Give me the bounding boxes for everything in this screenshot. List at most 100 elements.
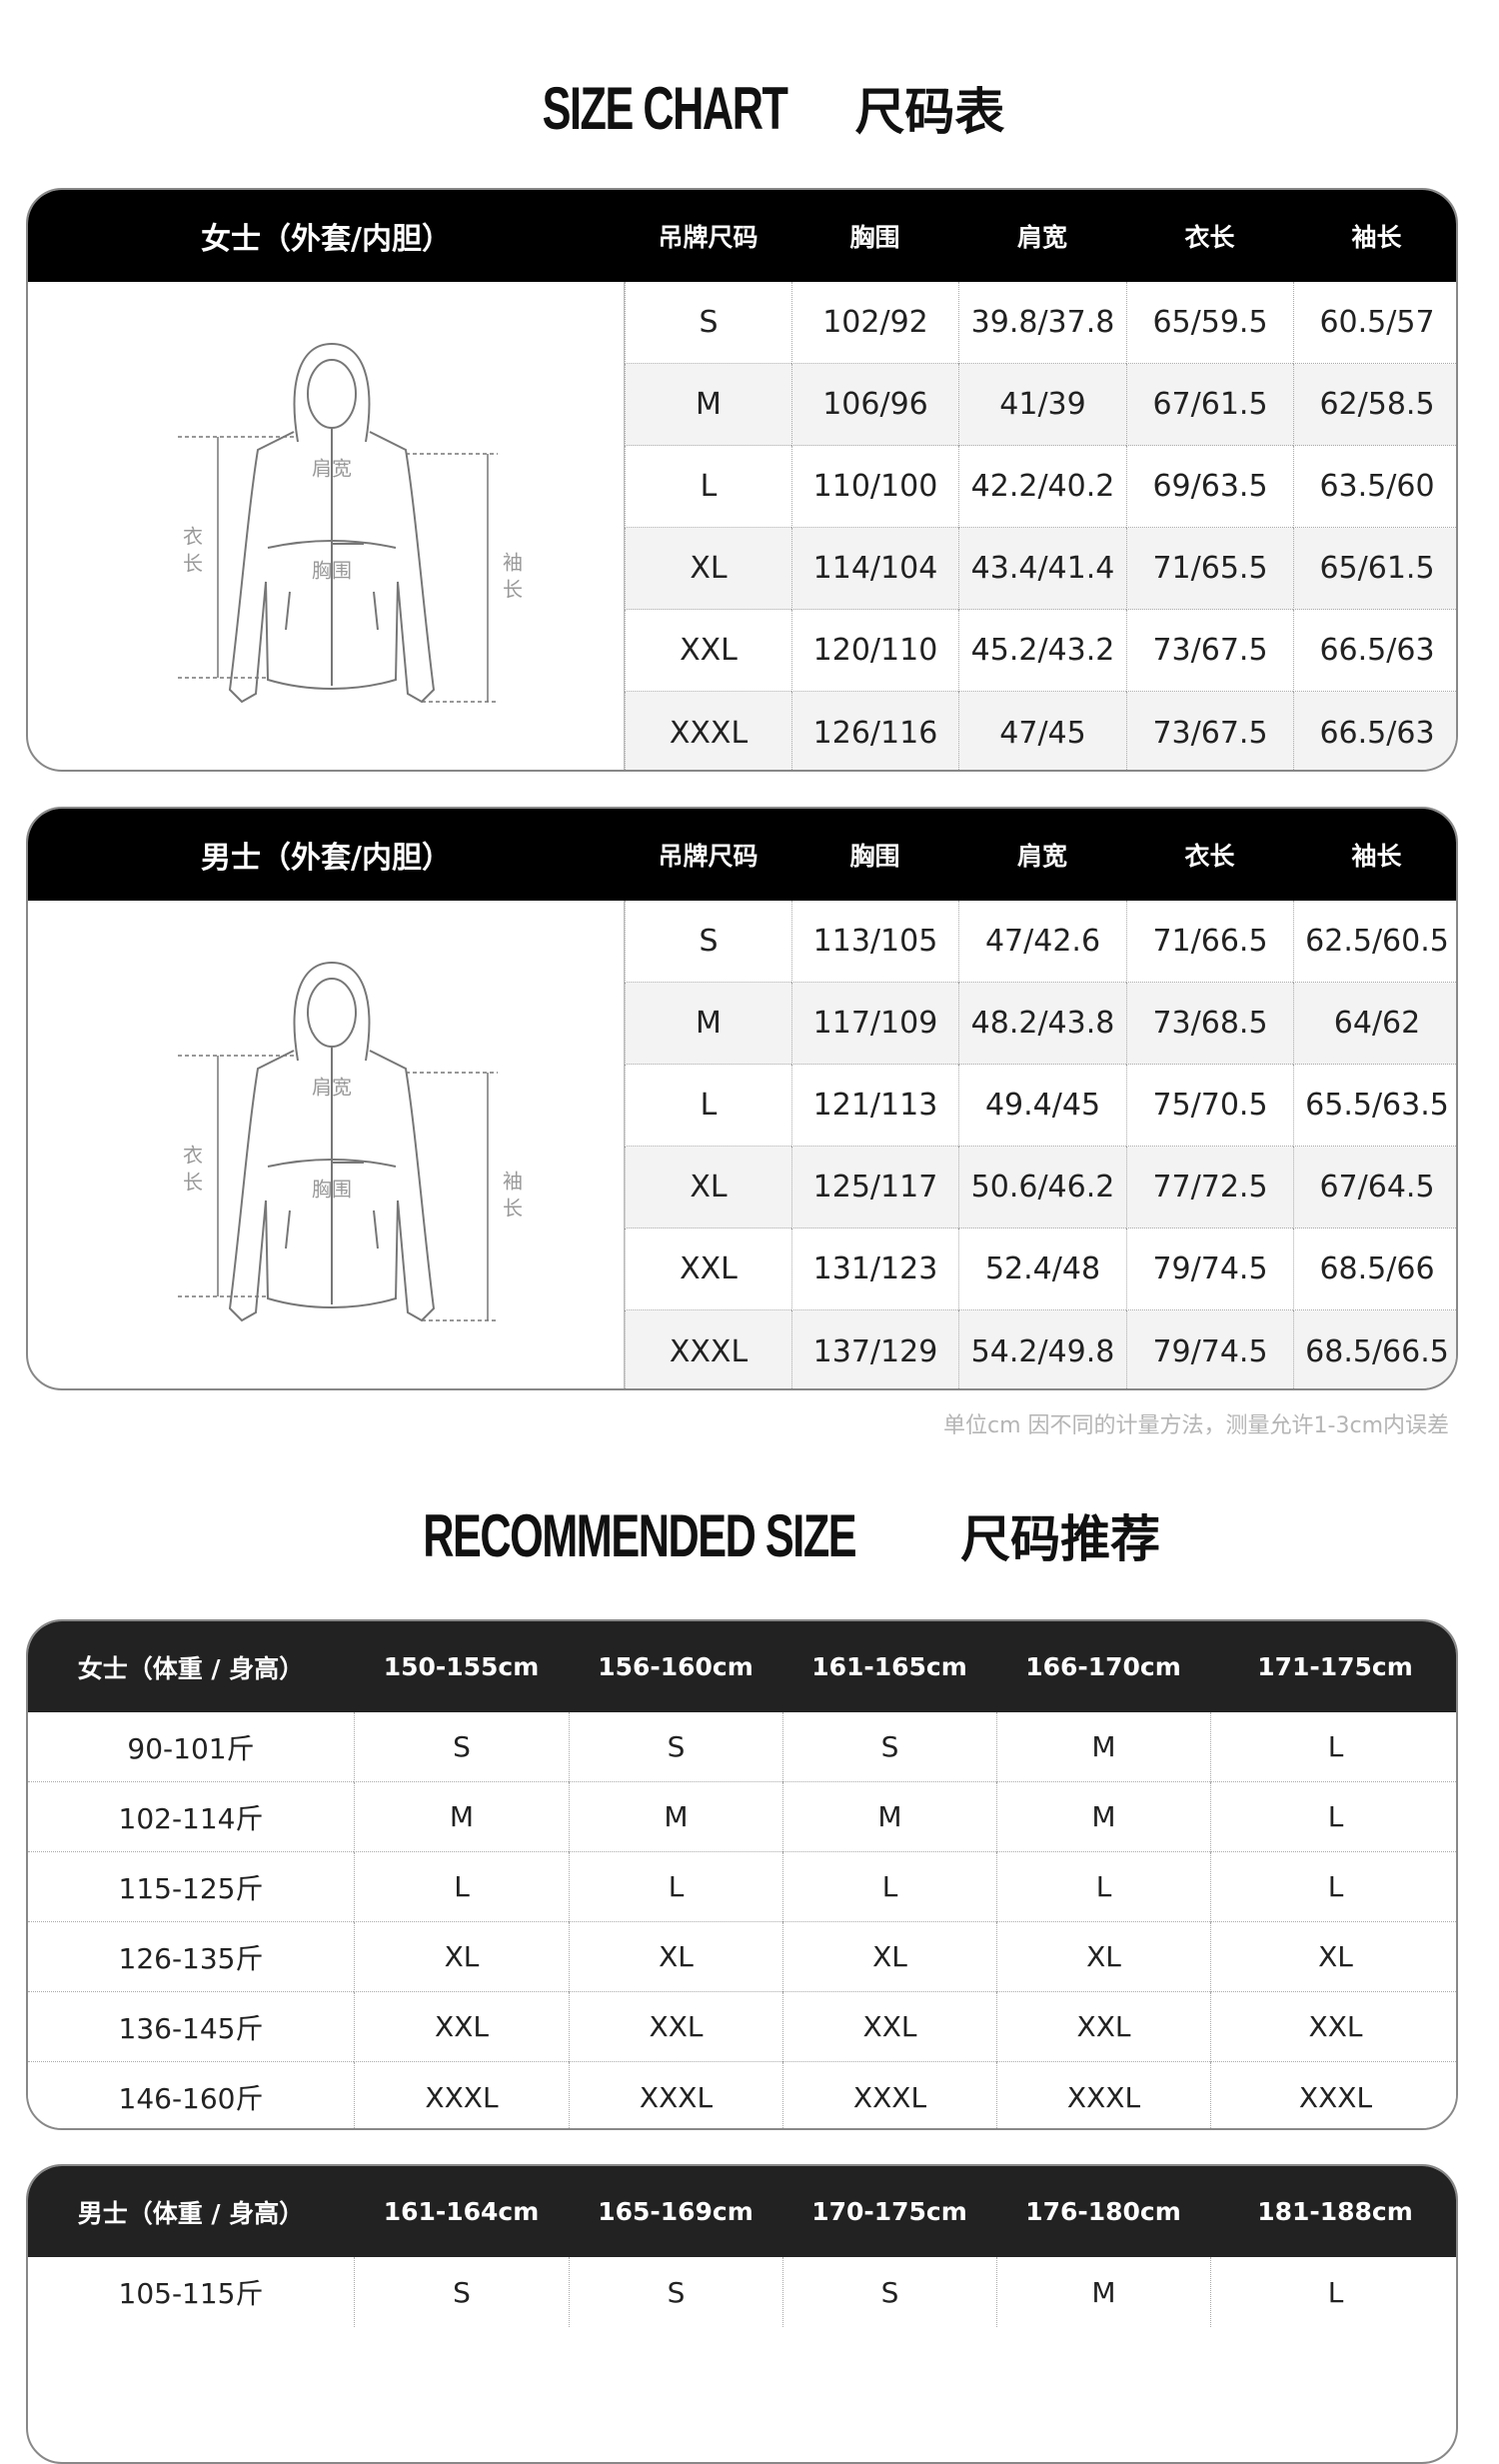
table-cell: XXXL: [782, 2062, 996, 2128]
table-cell: M: [996, 1782, 1210, 1852]
table-cell: 54.2/49.8: [958, 1310, 1126, 1388]
table-cell: XXXL: [625, 692, 791, 770]
table-cell: XXL: [1210, 1992, 1456, 2062]
table-cell: 90-101斤: [28, 1712, 354, 1782]
table-cell: L: [996, 1852, 1210, 1922]
table-cell: XXXL: [996, 2062, 1210, 2128]
header-cell: 161-164cm: [383, 2197, 540, 2226]
header-cell: 吊牌尺码: [658, 223, 758, 252]
table-cell: XXL: [354, 1992, 569, 2062]
table-cell: 52.4/48: [958, 1229, 1126, 1310]
table-cell: 65/59.5: [1126, 282, 1293, 364]
table-cell: 69/63.5: [1126, 446, 1293, 528]
header-cell: 女士（体重 / 身高）: [77, 1653, 305, 1683]
header-cell: 男士（体重 / 身高）: [77, 2198, 305, 2228]
table-cell: 126/116: [791, 692, 958, 770]
table-cell: XXXL: [1210, 2062, 1456, 2128]
header-cell: 女士（外套/内胆）: [201, 222, 452, 257]
title-cn: 尺码表: [854, 83, 1005, 141]
table-cell: S: [782, 2257, 996, 2327]
chest-label: 胸围: [312, 559, 352, 583]
table-cell: S: [625, 901, 791, 983]
table-cell: 113/105: [791, 901, 958, 983]
diagram-cell: 肩宽 胸围衣长袖长: [28, 282, 625, 770]
table-cell: 114/104: [791, 528, 958, 610]
table-cell: 110/100: [791, 446, 958, 528]
table-cell: L: [1210, 1782, 1456, 1852]
jacket-outline: [228, 961, 436, 1322]
table-cell: 63.5/60: [1293, 446, 1456, 528]
table-cell: XL: [996, 1922, 1210, 1992]
table-cell: XXL: [625, 1229, 791, 1310]
shoulder-label: 肩宽: [312, 1076, 352, 1100]
table-cell: M: [354, 1782, 569, 1852]
table-cell: XL: [625, 528, 791, 610]
header-cell: 181-188cm: [1257, 2197, 1413, 2226]
table-cell: 68.5/66.5: [1293, 1310, 1456, 1388]
length-label: 衣: [183, 1144, 203, 1168]
recommended-title: RECOMMENDED SIZE 尺码推荐: [0, 1499, 1499, 1571]
diagram-cell: 肩宽 胸围衣长袖长: [28, 901, 625, 1388]
table-cell: 75/70.5: [1126, 1065, 1293, 1147]
table-cell: 137/129: [791, 1310, 958, 1388]
table-cell: 49.4/45: [958, 1065, 1126, 1147]
header-cell: 衣长: [1184, 842, 1235, 871]
table-cell: L: [1210, 2257, 1456, 2327]
table-cell: 41/39: [958, 364, 1126, 446]
table-cell: L: [354, 1852, 569, 1922]
header-cell: 袖长: [1351, 223, 1402, 252]
header-cell: 166-170cm: [1025, 1652, 1181, 1681]
table-cell: 62.5/60.5: [1293, 901, 1456, 983]
table-cell: XXXL: [625, 1310, 791, 1388]
table-cell: M: [625, 983, 791, 1065]
header-cell: 衣长: [1184, 223, 1235, 252]
table-cell: M: [782, 1782, 996, 1852]
header-cell: 袖长: [1351, 842, 1402, 871]
table-cell: 60.5/57: [1293, 282, 1456, 364]
header-cell: 171-175cm: [1257, 1652, 1413, 1681]
table-cell: 125/117: [791, 1147, 958, 1229]
table-cell: 50.6/46.2: [958, 1147, 1126, 1229]
header-cell: 170-175cm: [811, 2197, 967, 2226]
table-cell: 65.5/63.5: [1293, 1065, 1456, 1147]
table-cell: 45.2/43.2: [958, 610, 1126, 692]
table-cell: 71/65.5: [1126, 528, 1293, 610]
table-cell: 64/62: [1293, 983, 1456, 1065]
shoulder-label: 肩宽: [312, 457, 352, 481]
table-cell: 67/64.5: [1293, 1147, 1456, 1229]
table-cell: L: [1210, 1712, 1456, 1782]
measure-lines: [178, 436, 498, 703]
table-cell: 62/58.5: [1293, 364, 1456, 446]
table-cell: S: [354, 2257, 569, 2327]
table-cell: S: [782, 1712, 996, 1782]
table-cell: S: [569, 1712, 782, 1782]
table-cell: 73/67.5: [1126, 610, 1293, 692]
table-cell: M: [996, 1712, 1210, 1782]
table-cell: 67/61.5: [1126, 364, 1293, 446]
table-cell: 126-135斤: [28, 1922, 354, 1992]
header-cell: 吊牌尺码: [658, 842, 758, 871]
sleeve-label: 袖: [503, 551, 523, 575]
sleeve-label: 袖: [503, 1170, 523, 1194]
table-header: 男士（体重 / 身高） 161-164cm 165-169cm 170-175cm 17…: [28, 2166, 1456, 2257]
table-cell: S: [354, 1712, 569, 1782]
table-cell: 47/45: [958, 692, 1126, 770]
table-cell: XXXL: [569, 2062, 782, 2128]
table-cell: XL: [625, 1147, 791, 1229]
header-cell: 150-155cm: [383, 1652, 540, 1681]
table-cell: S: [625, 282, 791, 364]
table-cell: XL: [354, 1922, 569, 1992]
table-cell: 65/61.5: [1293, 528, 1456, 610]
page: { "size_chart": { "title_en": "SIZE CHAR…: [0, 75, 1499, 2464]
table-cell: L: [625, 446, 791, 528]
table-cell: XL: [569, 1922, 782, 1992]
table-cell: 68.5/66: [1293, 1229, 1456, 1310]
header-cell: 165-169cm: [598, 2197, 753, 2226]
header-cell: 胸围: [849, 223, 900, 252]
table-cell: 73/68.5: [1126, 983, 1293, 1065]
table: 男士（体重 / 身高） 161-164cm 165-169cm 170-175cm 17…: [26, 2164, 1458, 2464]
table-cell: 42.2/40.2: [958, 446, 1126, 528]
table-cell: XXL: [625, 610, 791, 692]
header-cell: 肩宽: [1016, 223, 1067, 252]
